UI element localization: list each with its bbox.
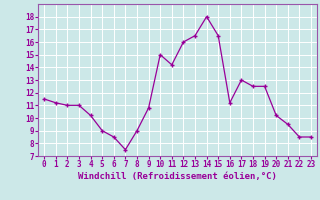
- X-axis label: Windchill (Refroidissement éolien,°C): Windchill (Refroidissement éolien,°C): [78, 172, 277, 181]
